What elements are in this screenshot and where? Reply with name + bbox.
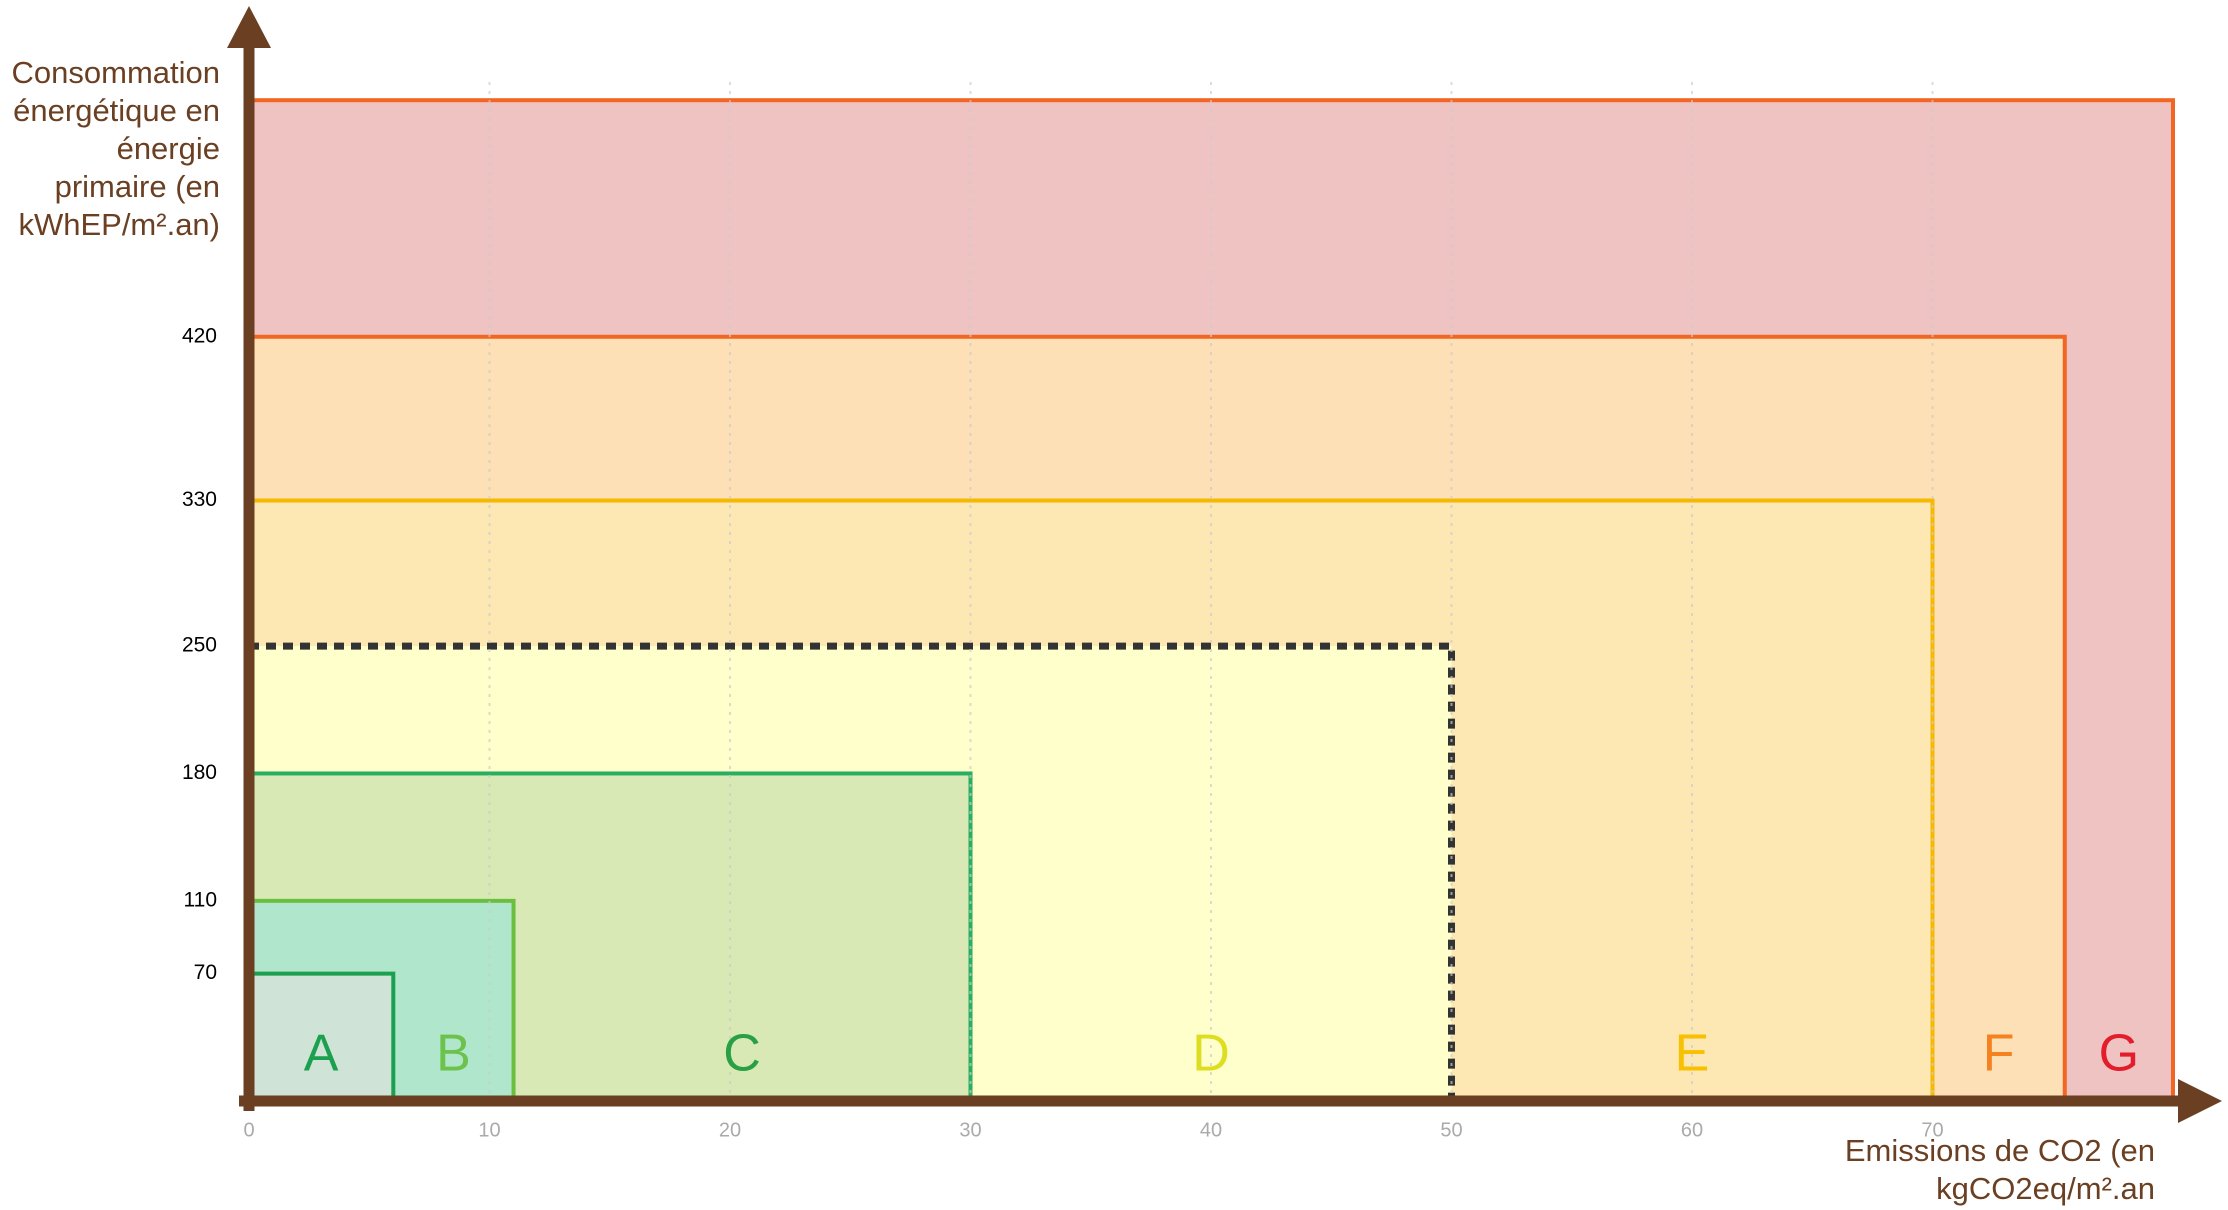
x-tick-label: 40 [1200, 1119, 1222, 1141]
class-letter: A [304, 1025, 339, 1083]
y-tick-label: 250 [182, 634, 217, 657]
x-arrow [2178, 1079, 2222, 1123]
y-tick-label: 330 [182, 488, 217, 511]
x-tick-label: 30 [959, 1119, 981, 1141]
y-arrow [227, 6, 271, 48]
y-axis-label: énergétique en [13, 93, 220, 128]
x-tick-label: 10 [478, 1119, 500, 1141]
x-tick-label: 60 [1681, 1119, 1703, 1141]
x-tick-label: 0 [243, 1119, 254, 1141]
class-letter: G [2099, 1025, 2139, 1083]
y-axis-label: kWhEP/m².an) [18, 207, 220, 242]
class-letter: D [1192, 1025, 1230, 1083]
x-tick-label: 50 [1440, 1119, 1462, 1141]
y-tick-label: 180 [182, 761, 217, 784]
y-tick-label: 420 [182, 324, 217, 347]
x-axis-label: kgCO2eq/m².an [1936, 1171, 2155, 1206]
x-tick-label: 20 [719, 1119, 741, 1141]
class-letter: F [1983, 1025, 2015, 1083]
y-axis-label: Consommation [12, 55, 220, 90]
class-letter: E [1675, 1025, 1710, 1083]
y-axis-label: primaire (en [55, 169, 220, 204]
y-tick-label: 70 [194, 961, 217, 984]
y-axis-label: énergie [117, 131, 220, 166]
x-axis-label: Emissions de CO2 (en [1845, 1133, 2155, 1168]
class-letter: C [723, 1025, 761, 1083]
x-tick-label: 70 [1921, 1119, 1943, 1141]
class-letter: B [436, 1025, 471, 1083]
y-tick-label: 110 [184, 888, 217, 911]
